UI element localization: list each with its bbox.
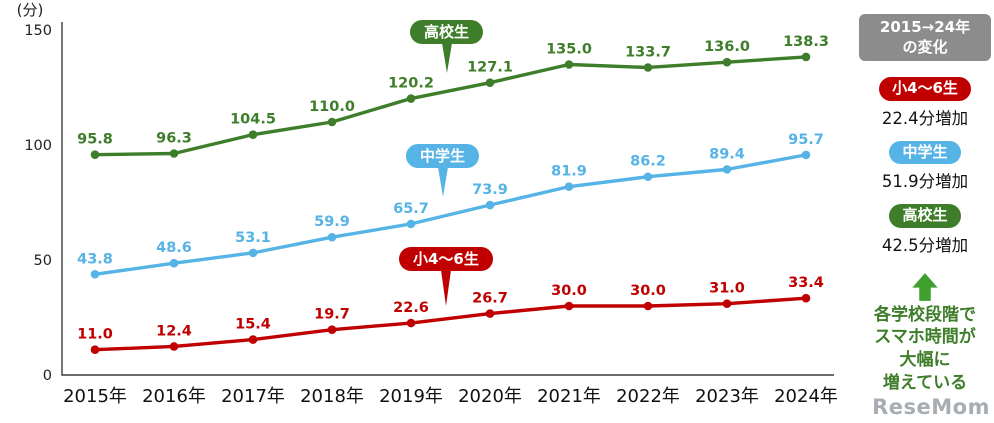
series-badge-label: 小4〜6生 [399, 247, 493, 271]
svg-text:(分): (分) [17, 1, 44, 19]
svg-text:2015年: 2015年 [63, 386, 127, 407]
svg-text:53.1: 53.1 [235, 230, 271, 246]
svg-text:50: 50 [34, 253, 52, 269]
svg-text:2020年: 2020年 [458, 386, 522, 407]
svg-text:104.5: 104.5 [230, 112, 276, 128]
svg-text:100: 100 [24, 138, 52, 154]
svg-text:2016年: 2016年 [142, 386, 206, 407]
svg-text:15.4: 15.4 [235, 317, 271, 333]
series-badge-label: 高校生 [410, 20, 484, 44]
line-chart: (分) 0 50 100 150 2015年 2016年 2017年 2018年 2019年 202… [17, 1, 838, 407]
change-value-middleschool: 51.9分増加 [881, 172, 969, 191]
svg-text:150: 150 [24, 23, 52, 39]
svg-text:33.4: 33.4 [788, 275, 824, 291]
svg-text:2017年: 2017年 [221, 386, 285, 407]
series-badge-label: 中学生 [406, 144, 480, 168]
svg-text:135.0: 135.0 [546, 42, 592, 58]
svg-text:136.0: 136.0 [704, 39, 750, 55]
change-value-highschool: 42.5分増加 [881, 235, 969, 255]
svg-text:96.3: 96.3 [156, 131, 192, 147]
change-summary-panel: 2015→24年 の変化 小4〜6生 22.4分増加 中学生 51.9分増加 高… [856, 14, 994, 395]
badge-pointer [441, 43, 452, 73]
svg-text:43.8: 43.8 [77, 251, 113, 267]
legend-pill-elementary: 小4〜6生 [879, 77, 971, 101]
svg-text:26.7: 26.7 [472, 291, 508, 307]
svg-text:22.6: 22.6 [393, 300, 429, 316]
svg-text:59.9: 59.9 [314, 214, 350, 230]
resemom-watermark: ReseMom [872, 395, 990, 419]
legend-pill-middleschool: 中学生 [889, 140, 961, 164]
series-badge-highschool: 高校生 [410, 20, 484, 73]
badge-pointer [440, 270, 451, 306]
legend-pill-highschool: 高校生 [889, 204, 961, 228]
summary-text-line: 各学校段階で [874, 304, 976, 325]
svg-text:95.7: 95.7 [788, 132, 824, 148]
series-badge-elementary: 小4〜6生 [399, 247, 493, 306]
svg-text:2024年: 2024年 [774, 386, 838, 407]
svg-text:31.0: 31.0 [709, 281, 745, 297]
svg-text:86.2: 86.2 [630, 154, 666, 170]
svg-text:138.3: 138.3 [783, 34, 829, 50]
svg-text:2018年: 2018年 [300, 386, 364, 407]
series-badge-middleschool: 中学生 [406, 144, 480, 197]
svg-text:2019年: 2019年 [379, 386, 443, 407]
summary-text: 各学校段階で スマホ時間が 大幅に 増えている [874, 304, 976, 396]
svg-text:133.7: 133.7 [625, 44, 671, 60]
summary-title-line: 2015→24年 [879, 18, 971, 36]
svg-text:2023年: 2023年 [695, 386, 759, 407]
svg-text:12.4: 12.4 [156, 323, 192, 339]
svg-text:73.9: 73.9 [472, 182, 508, 198]
summary-text-line: スマホ時間が [874, 327, 976, 348]
svg-text:110.0: 110.0 [309, 99, 355, 115]
svg-text:2022年: 2022年 [616, 386, 680, 407]
summary-title-line: の変化 [902, 37, 948, 56]
svg-text:120.2: 120.2 [388, 76, 434, 92]
badge-pointer [437, 167, 448, 197]
summary-panel-title: 2015→24年 の変化 [859, 14, 991, 61]
svg-text:19.7: 19.7 [314, 307, 350, 323]
change-value-elementary: 22.4分増加 [881, 108, 969, 128]
svg-text:81.9: 81.9 [551, 164, 587, 180]
summary-text-line: 大幅に [899, 350, 951, 371]
svg-text:30.0: 30.0 [630, 283, 666, 299]
svg-text:0: 0 [43, 368, 52, 384]
svg-text:95.8: 95.8 [77, 132, 113, 148]
svg-text:89.4: 89.4 [709, 146, 745, 162]
svg-text:30.0: 30.0 [551, 283, 587, 299]
svg-text:127.1: 127.1 [467, 60, 513, 76]
up-arrow-icon [910, 272, 940, 302]
summary-text-line: 増えている [882, 373, 968, 394]
svg-text:48.6: 48.6 [156, 240, 192, 256]
svg-text:2021年: 2021年 [537, 386, 601, 407]
svg-text:11.0: 11.0 [77, 327, 113, 343]
svg-text:65.7: 65.7 [393, 201, 429, 217]
